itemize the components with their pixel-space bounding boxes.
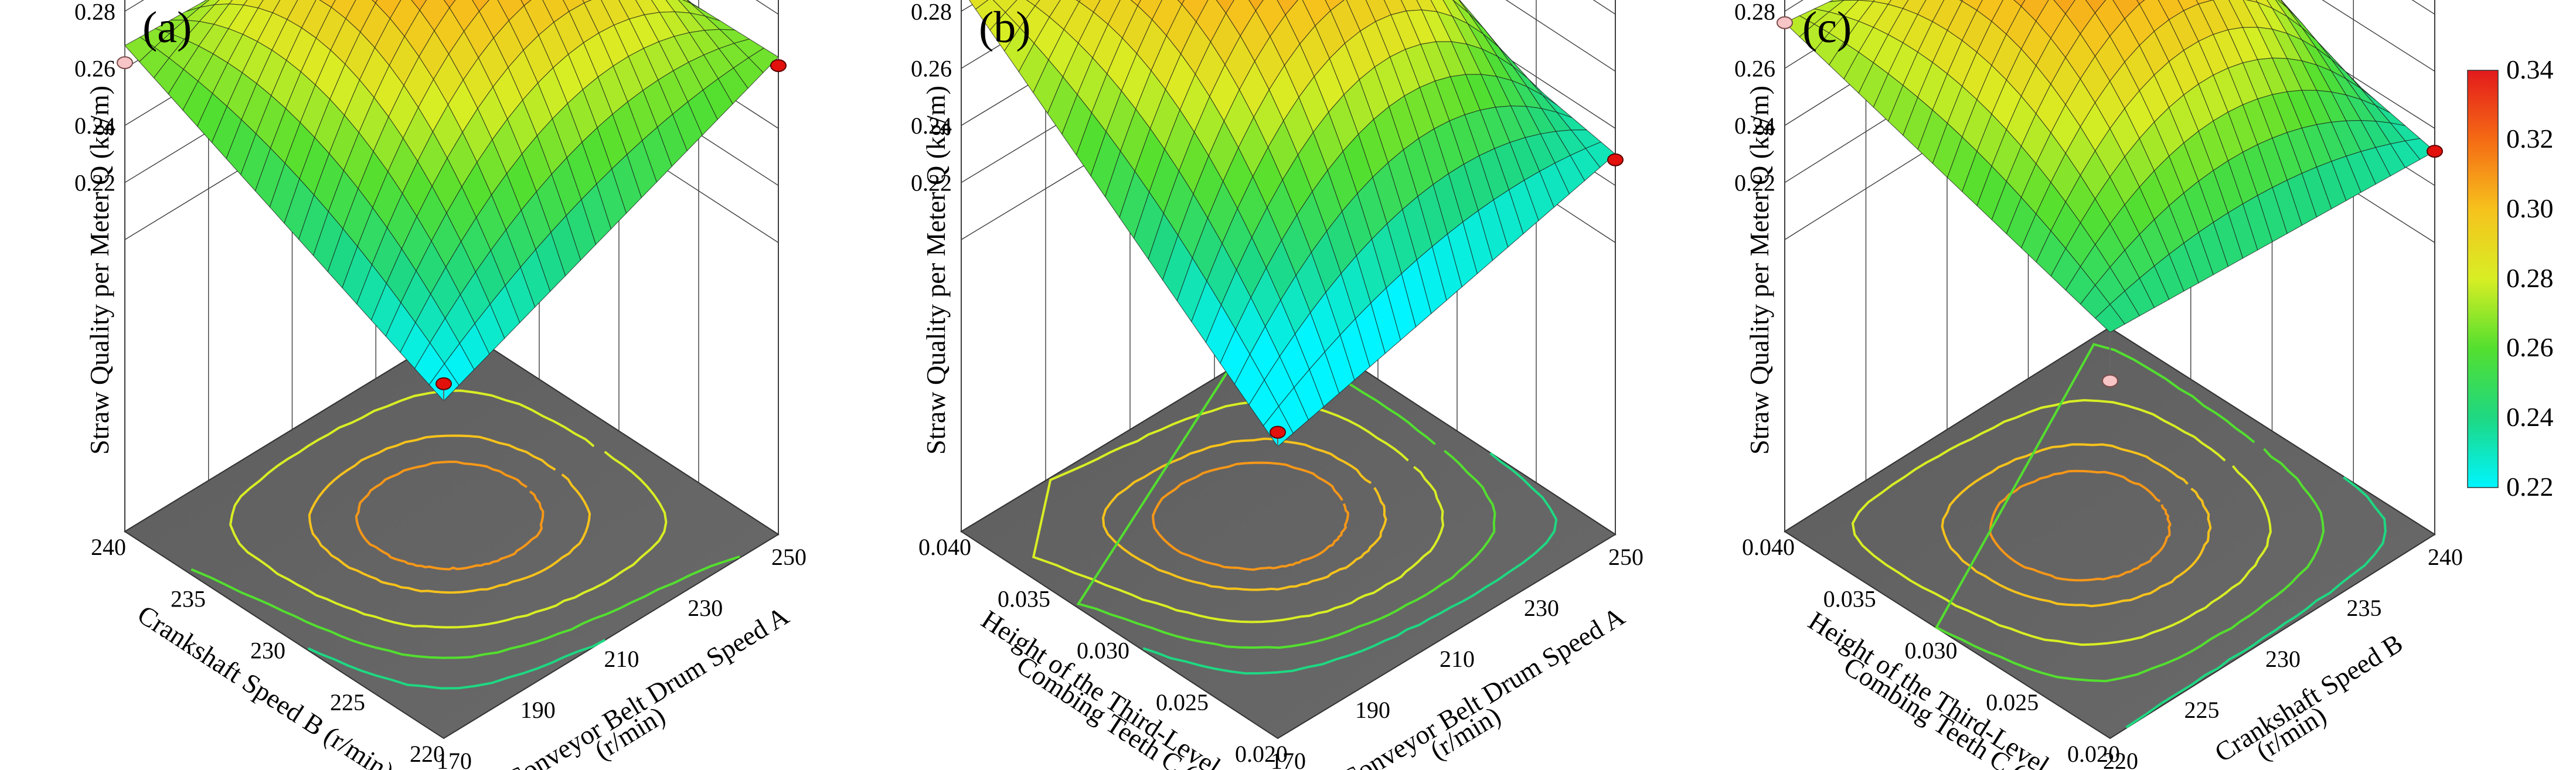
panel-label: (a) [142, 3, 192, 52]
z-axis-label: Straw Quality per Meter Q (kg/m) [921, 86, 951, 455]
z-tick-label: 0.24 [911, 113, 952, 139]
surface-cell [411, 0, 427, 11]
left-axis-tick-label: 0.040 [1742, 534, 1795, 560]
floor-contour-plane [124, 326, 780, 740]
response-surface [124, 0, 779, 401]
right-axis-tick-label: 225 [2184, 697, 2220, 723]
right-axis-tick-label: 170 [437, 748, 472, 770]
design-point [1607, 153, 1624, 166]
left-axis-tick-label: 230 [250, 638, 285, 664]
left-axis-tick-label: 235 [171, 585, 206, 612]
z-tick-label: 0.28 [1734, 0, 1775, 25]
left-axis-tick-label: 240 [91, 534, 126, 560]
z-tick-label: 0.22 [911, 170, 952, 196]
floor-contour-plane [1784, 326, 2436, 740]
design-point [1270, 425, 1286, 439]
contour-line [1152, 461, 1349, 571]
contour-line [1851, 398, 2272, 646]
design-points [1777, 16, 2443, 387]
z-tick-label: 0.22 [74, 170, 115, 196]
z-tick-label: 0.26 [1734, 56, 1775, 82]
surface-cell [1177, 0, 1185, 5]
left-axis-tick-label: 225 [330, 689, 365, 716]
contour-line [355, 461, 545, 571]
panel-label: (c) [1802, 3, 1852, 52]
left-axis-tick-label: 0.035 [1823, 585, 1876, 612]
design-point [1777, 16, 1793, 29]
panel-c: 0.220.240.260.280.300.320.34220225230235… [1734, 0, 2463, 770]
left-axis-tick-label: 0.035 [998, 585, 1050, 612]
colorbar-gradient [2467, 70, 2499, 488]
right-axis-tick-label: 230 [2265, 646, 2301, 672]
design-points [117, 45, 787, 401]
design-point [770, 59, 787, 72]
right-axis-tick-label: 210 [1440, 646, 1475, 672]
surface-cell [1026, 0, 1040, 6]
left-axis-tick-label: 0.020 [1235, 741, 1288, 767]
colorbar-tick: 0.26 [2506, 332, 2554, 362]
z-tick-label: 0.24 [1734, 113, 1775, 139]
surface-cell [1248, 0, 1264, 12]
left-axis-tick-label: 0.030 [1905, 638, 1958, 664]
colorbar-tick: 0.24 [2506, 402, 2554, 432]
contour-line [307, 639, 606, 690]
design-points [1270, 153, 1624, 447]
right-axis-tick-label: 250 [1608, 544, 1643, 570]
colorbar-tick: 0.32 [2506, 124, 2554, 154]
z-tick-label: 0.24 [74, 113, 115, 139]
contour-line [2125, 476, 2387, 728]
left-axis-tick-label: 0.025 [1986, 689, 2039, 716]
contour-line [1989, 469, 2172, 582]
contour-line [308, 434, 591, 594]
z-tick-label: 0.26 [74, 56, 115, 82]
z-tick-label: 0.22 [1734, 170, 1775, 196]
z-axis-label: Straw Quality per Meter Q (kg/m) [1744, 86, 1774, 455]
right-axis-tick-label: 230 [1524, 595, 1559, 621]
panel-b: 0.220.240.260.280.300.320.34170190210230… [911, 0, 1643, 770]
design-point [2102, 374, 2118, 387]
design-point [2427, 145, 2443, 158]
right-axis-tick-label: 220 [2103, 748, 2138, 770]
contour-line [1941, 443, 2212, 608]
left-axis-tick-label: 220 [410, 741, 445, 767]
surface-cell [472, 0, 490, 12]
z-tick-label: 0.28 [911, 0, 952, 25]
response-surface [1784, 0, 2435, 333]
panel-a: 0.220.240.260.280.300.320.34170190210230… [74, 0, 807, 770]
panel-label: (b) [979, 3, 1031, 52]
right-axis-tick-label: 190 [1355, 697, 1390, 723]
z-axis-label: Straw Quality per Meter Q (kg/m) [84, 86, 114, 455]
left-axis-tick-label: 0.025 [1156, 689, 1209, 716]
right-axis-tick-label: 235 [2347, 595, 2382, 621]
right-axis-tick-label: 230 [688, 595, 723, 621]
colorbar-tick: 0.34 [2506, 54, 2554, 84]
left-axis-tick-label: 0.020 [2067, 741, 2120, 767]
z-tick-label: 0.26 [911, 56, 952, 82]
colorbar-tick: 0.22 [2506, 472, 2554, 502]
design-point [435, 377, 452, 390]
left-axis-tick-label: 0.040 [918, 534, 971, 560]
left-axis-tick-label: 0.030 [1077, 638, 1129, 664]
contour-line [1142, 452, 1558, 675]
surface-cell [443, 0, 456, 9]
right-axis-tick-label: 250 [771, 544, 807, 570]
right-axis-tick-label: 170 [1271, 748, 1306, 770]
right-axis-tick-label: 190 [520, 697, 556, 723]
contour-line [1935, 343, 2325, 683]
surface-cell [2094, 304, 2126, 333]
response-surface [968, 0, 1616, 447]
colorbar: 0.34 0.32 0.30 0.28 0.26 0.24 0.22 [2467, 54, 2554, 502]
surface-cell [2013, 0, 2026, 7]
colorbar-tick: 0.30 [2506, 193, 2554, 223]
z-tick-label: 0.28 [74, 0, 115, 25]
contour-line [1102, 437, 1387, 591]
contour-line [229, 389, 668, 629]
right-axis-tick-label: 240 [2428, 544, 2463, 570]
right-axis-tick-label: 210 [604, 646, 639, 672]
colorbar-tick: 0.28 [2506, 263, 2554, 293]
design-point [117, 56, 133, 69]
contour-line [190, 555, 740, 659]
